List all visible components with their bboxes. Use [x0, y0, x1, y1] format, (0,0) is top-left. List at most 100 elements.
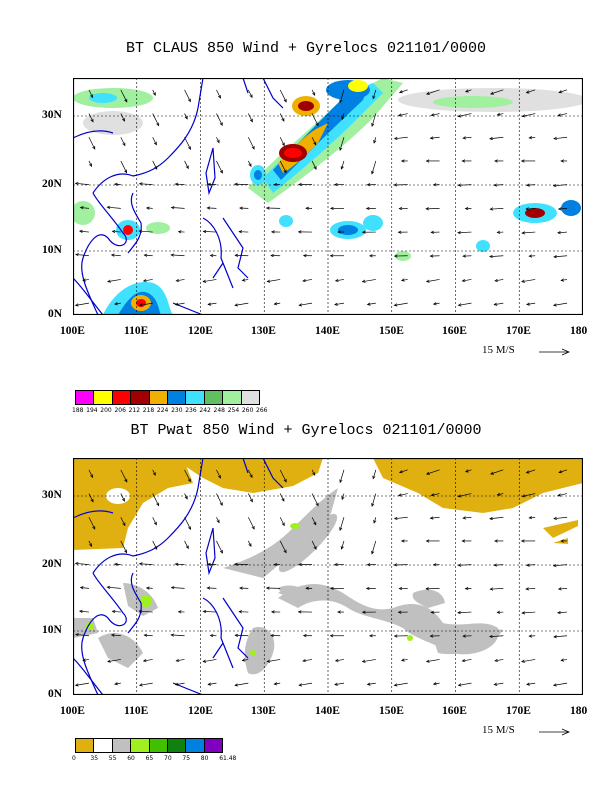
panel2-wind-vector — [399, 469, 408, 473]
panel2-wind-vector-head — [432, 563, 437, 567]
panel2-wind-vector-head — [302, 658, 306, 663]
panel1-wind-vectors — [74, 89, 568, 307]
panel2-vector-reference-arrow — [539, 728, 571, 736]
panel2-wind-vector — [302, 659, 313, 662]
panel2-wind-vector-head — [234, 633, 239, 637]
panel2-wind-vector-head — [521, 611, 526, 615]
panel2-wind-vector — [458, 564, 472, 566]
panel2-wind-vector-head — [143, 633, 148, 637]
panel1-wind-vector-head — [121, 118, 125, 122]
panel1-wind-vector-head — [333, 183, 338, 187]
panel1-wind-vector-head — [202, 229, 207, 234]
panel1-wind-vector-head — [238, 230, 243, 234]
panel1-wind-vector-head — [143, 253, 148, 257]
panel2-colorbar-swatch — [111, 738, 132, 753]
panel2-wind-vector-head — [154, 546, 158, 550]
panel2-wind-vector — [274, 682, 281, 685]
panel1-colorbar-label: 212 — [128, 407, 141, 414]
panel1-wind-vector-head — [521, 279, 525, 283]
panel1-wind-vector-head — [496, 112, 501, 116]
panel2-lon-130e: 130E — [251, 705, 276, 717]
panel1-colorbar-label: 230 — [171, 407, 183, 414]
panel1-wind-vector-head — [174, 302, 179, 306]
panel1-wind-vector-head — [298, 182, 302, 187]
panel2-lat-30n: 30N — [42, 489, 62, 501]
panel2-wind-vector — [311, 469, 316, 476]
panel2-wind-vector-head — [207, 682, 212, 686]
panel1-lon-180: 180 — [570, 325, 588, 337]
panel2-wind-vector — [88, 469, 94, 478]
panel1-wind-vector-head — [122, 142, 126, 147]
panel1-colorbar-label: 224 — [156, 407, 169, 414]
panel1-wind-vector-head — [432, 302, 437, 306]
panel2-wind-vector — [88, 517, 96, 530]
panel1-wind-vector — [302, 279, 313, 282]
panel1-wind-vector-head — [393, 303, 398, 307]
panel2-wind-vector-head — [373, 519, 377, 524]
panel2-lon-160e: 160E — [442, 705, 467, 717]
panel1-wind-vector-head — [78, 229, 83, 234]
panel2-wind-vector-head — [106, 585, 111, 590]
panel2-wind-vector — [176, 659, 185, 662]
panel1-wind-vector-head — [425, 91, 430, 95]
panel2-vector-reference-label: 15 M/S — [482, 724, 515, 736]
panel1-wind-vector-head — [330, 206, 334, 210]
panel2-wind-vector-head — [393, 563, 398, 567]
panel1-wind-vector-head — [372, 95, 376, 100]
panel2-wind-vector — [457, 611, 472, 614]
panel2-wind-vector-head — [425, 471, 430, 475]
panel1-wind-vector-head — [329, 254, 334, 258]
panel2-wind-vector-head — [270, 633, 274, 638]
panel1-wind-vector — [371, 160, 377, 174]
panel2-wind-vector — [553, 682, 568, 686]
panel1-wind-vector-head — [365, 206, 370, 211]
panel2-wind-vector — [175, 563, 185, 565]
panel2-wind-vector-head — [273, 562, 278, 567]
panel1-wind-vector-head — [202, 279, 207, 283]
panel2-wind-vector-head — [429, 516, 434, 520]
panel1-wind-vector-head — [297, 230, 302, 234]
panel2-wind-vector-head — [366, 682, 371, 686]
panel2-wind-vector-head — [273, 682, 278, 686]
panel2-wind-vector-head — [520, 539, 525, 543]
panel2-wind-vector-head — [462, 516, 467, 520]
panel1-wind-vector-head — [283, 98, 287, 103]
panel2-colorbar-swatch — [167, 738, 187, 753]
panel1-wind-vector — [184, 137, 191, 150]
panel2-wind-vector — [553, 564, 568, 567]
panel1-wind-vector — [553, 302, 568, 306]
panel1-wind-vector-head — [234, 303, 238, 307]
panel2-wind-vector-head — [207, 562, 211, 566]
panel2-wind-vector-head — [432, 682, 437, 686]
panel2-wind-vector-head — [177, 610, 182, 614]
panel2-wind-vector-head — [74, 683, 79, 687]
panel2-wind-vector-head — [107, 659, 111, 663]
panel2-wind-vector-head — [334, 682, 338, 686]
panel2-wind-vector — [279, 540, 287, 553]
panel1-wind-vector-head — [89, 163, 92, 168]
panel1-wind-vector-head — [219, 170, 223, 174]
panel2-lon-110e: 110E — [124, 705, 149, 717]
panel2-wind-vector-head — [528, 516, 533, 520]
panel2-wind-vector-head — [175, 658, 180, 663]
panel1-wind-vector — [430, 136, 440, 139]
panel2-colorbar-label: 61.48 — [219, 755, 237, 762]
panel1-lat-0n: 0N — [48, 308, 63, 320]
panel1-wind-vector-head — [493, 183, 498, 187]
panel1-wind-vector — [553, 255, 568, 258]
panel2-lon-120e: 120E — [188, 705, 213, 717]
panel2-wind-vector-head — [333, 563, 338, 567]
panel1-wind-vector-head — [430, 230, 435, 234]
panel2-wind-vector-head — [170, 633, 175, 637]
panel2-wind-vector-head — [74, 561, 79, 566]
panel1-wind-vector-head — [489, 207, 494, 211]
panel2-wind-vector-head — [528, 634, 533, 638]
panel1-wind-vector-head — [339, 147, 343, 151]
panel2-coastlines — [73, 458, 284, 695]
panel1-wind-vector-head — [339, 99, 343, 104]
panel2-wind-vector — [311, 517, 317, 525]
panel1-wind-vector — [176, 279, 185, 282]
panel2-wind-vector — [433, 682, 440, 685]
panel2-wind-vector-head — [298, 683, 303, 687]
panel2-wind-vector — [247, 469, 253, 478]
